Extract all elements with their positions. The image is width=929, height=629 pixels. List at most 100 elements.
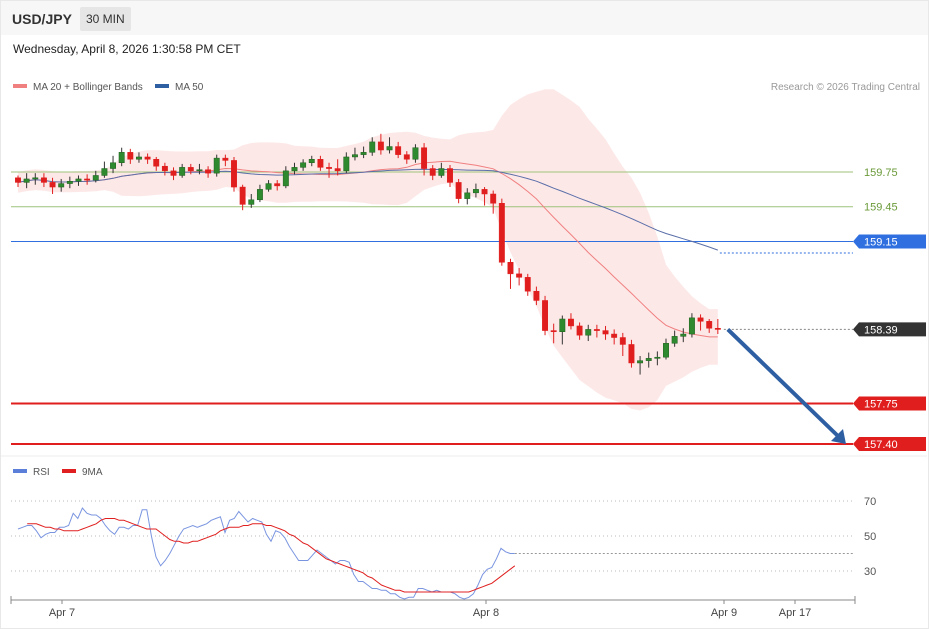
candle bbox=[153, 156, 160, 171]
candle bbox=[352, 147, 358, 161]
candle bbox=[568, 313, 574, 330]
candle-body bbox=[628, 344, 635, 364]
candle-body bbox=[265, 183, 272, 190]
candle bbox=[714, 318, 721, 335]
level-tag-text-159.15: 159.15 bbox=[864, 236, 898, 248]
candle bbox=[585, 324, 592, 341]
candle bbox=[421, 143, 428, 176]
candle-body bbox=[170, 170, 177, 176]
candle bbox=[101, 161, 108, 178]
candle-body bbox=[239, 186, 246, 205]
candle bbox=[403, 151, 410, 164]
candle-body bbox=[334, 168, 341, 172]
candle bbox=[265, 180, 272, 192]
candle-body bbox=[248, 199, 255, 205]
candle bbox=[680, 328, 687, 343]
candle-body bbox=[697, 317, 704, 322]
candle-body bbox=[136, 156, 142, 160]
candle bbox=[58, 178, 65, 192]
candle-body bbox=[498, 203, 505, 263]
candle-body bbox=[688, 317, 695, 335]
candle bbox=[92, 170, 99, 183]
candle bbox=[127, 148, 134, 164]
candle-body bbox=[231, 160, 237, 188]
candle bbox=[637, 356, 644, 375]
candle-body bbox=[637, 360, 644, 364]
rsi-line bbox=[17, 507, 515, 600]
forecast-arrowhead bbox=[831, 429, 846, 444]
candle-body bbox=[438, 168, 445, 176]
candle bbox=[222, 154, 229, 167]
bollinger-band-area bbox=[18, 89, 718, 411]
candle-body bbox=[377, 141, 384, 151]
candle bbox=[619, 332, 626, 357]
candle bbox=[654, 351, 661, 366]
candle-body bbox=[464, 192, 471, 199]
level-tag-158.39 bbox=[853, 322, 926, 337]
candle-body bbox=[619, 337, 626, 345]
candle bbox=[688, 313, 695, 338]
candle bbox=[15, 175, 21, 188]
candle bbox=[369, 137, 376, 156]
level-tag-157.40 bbox=[853, 437, 926, 451]
candle bbox=[274, 180, 281, 191]
main-legend: MA 20 + Bollinger Bands MA 50 bbox=[13, 82, 204, 93]
candle bbox=[593, 324, 600, 338]
candle-body bbox=[395, 146, 402, 155]
candle bbox=[231, 156, 237, 192]
candle bbox=[136, 152, 142, 163]
candle bbox=[23, 173, 30, 189]
forecast-arrow-line bbox=[726, 327, 842, 440]
x-tick-label-apr-7: Apr 7 bbox=[49, 607, 75, 619]
candle bbox=[628, 339, 635, 368]
candle-body bbox=[472, 189, 479, 194]
candle-body bbox=[412, 147, 419, 160]
candle bbox=[317, 155, 324, 171]
candle bbox=[602, 325, 609, 340]
legend-swatch-ma20 bbox=[13, 84, 27, 88]
candle bbox=[498, 198, 505, 266]
candle bbox=[395, 141, 402, 159]
candle-body bbox=[317, 159, 324, 168]
candle-body bbox=[127, 152, 134, 160]
candle-body bbox=[593, 329, 600, 331]
candle bbox=[360, 146, 367, 159]
candle bbox=[507, 258, 514, 289]
candle bbox=[490, 190, 497, 214]
candle-body bbox=[118, 152, 125, 163]
candle bbox=[671, 330, 678, 347]
candle-body bbox=[101, 168, 108, 176]
candle-body bbox=[308, 159, 315, 163]
candle bbox=[32, 173, 39, 185]
candle-body bbox=[490, 193, 497, 204]
candle-body bbox=[559, 318, 566, 332]
credit: Research © 2026 Trading Central bbox=[771, 82, 920, 93]
candle-body bbox=[602, 330, 609, 335]
candle bbox=[377, 133, 384, 155]
candle-body bbox=[352, 154, 358, 158]
candle-body bbox=[326, 167, 332, 169]
candle-body bbox=[386, 146, 393, 151]
timeframe-badge[interactable]: 30 MIN bbox=[80, 7, 131, 31]
candle bbox=[179, 163, 186, 178]
candle bbox=[663, 338, 669, 360]
candle bbox=[170, 167, 177, 181]
candle bbox=[645, 352, 652, 368]
candle-body bbox=[213, 157, 220, 174]
timestamp: Wednesday, April 8, 2026 1:30:58 PM CET bbox=[13, 42, 241, 56]
candle bbox=[239, 184, 246, 211]
candle-body bbox=[23, 178, 30, 183]
candle bbox=[438, 162, 445, 178]
candle bbox=[144, 153, 151, 164]
legend-label-ma20: MA 20 + Bollinger Bands bbox=[33, 82, 143, 93]
candle-body bbox=[300, 162, 307, 168]
candle bbox=[334, 159, 341, 176]
candle-body bbox=[282, 170, 289, 187]
candle-body bbox=[429, 168, 436, 176]
candle-body bbox=[144, 156, 151, 160]
candle-body bbox=[153, 159, 160, 167]
instrument-title: USD/JPY bbox=[12, 11, 72, 27]
candle-body bbox=[92, 175, 99, 181]
candle bbox=[213, 154, 220, 177]
